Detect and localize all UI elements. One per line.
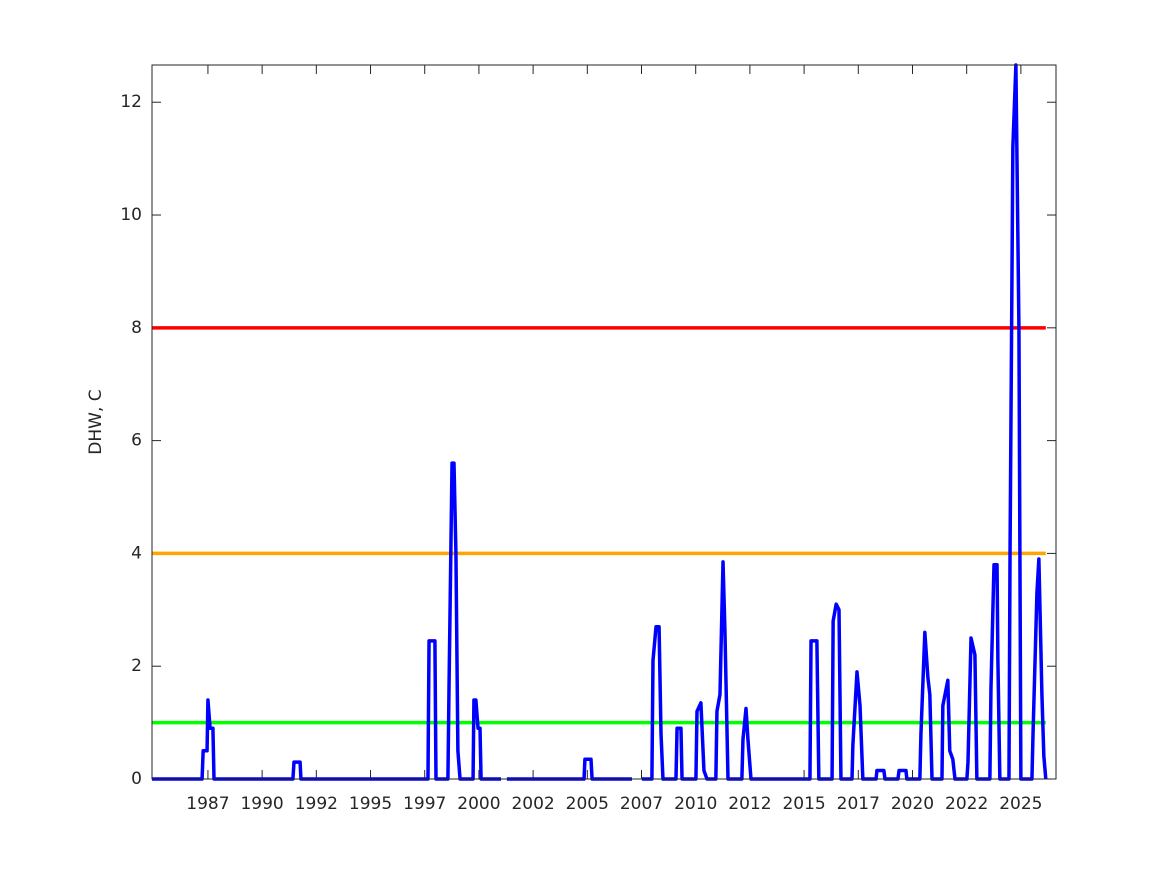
x-tick-label: 2015 bbox=[782, 794, 825, 814]
y-tick-label: 6 bbox=[131, 431, 142, 451]
y-tick-label: 10 bbox=[120, 205, 142, 225]
x-tick-label: 2025 bbox=[999, 794, 1042, 814]
y-tick-label: 2 bbox=[131, 656, 142, 676]
x-tick-label: 1995 bbox=[349, 794, 392, 814]
x-tick-label: 2012 bbox=[728, 794, 771, 814]
x-tick-label: 2007 bbox=[620, 794, 663, 814]
x-tick-label: 1990 bbox=[240, 794, 283, 814]
plot-frame bbox=[151, 64, 1057, 780]
x-tick-label: 2010 bbox=[674, 794, 717, 814]
x-tick-label: 1997 bbox=[403, 794, 446, 814]
x-tick-label: 1992 bbox=[295, 794, 338, 814]
x-tick-label: 2017 bbox=[837, 794, 880, 814]
x-tick-label: 2022 bbox=[945, 794, 988, 814]
x-tick-label: 2005 bbox=[566, 794, 609, 814]
y-tick-label: 12 bbox=[120, 92, 142, 112]
y-axis-label: DHW, C bbox=[86, 389, 106, 454]
y-tick-label: 0 bbox=[131, 769, 142, 789]
x-tick-label: 2002 bbox=[511, 794, 554, 814]
x-tick-label: 2020 bbox=[891, 794, 934, 814]
x-tick-label: 1987 bbox=[186, 794, 229, 814]
y-tick-label: 4 bbox=[131, 543, 142, 563]
y-tick-label: 8 bbox=[131, 318, 142, 338]
x-tick-label: 2000 bbox=[457, 794, 500, 814]
